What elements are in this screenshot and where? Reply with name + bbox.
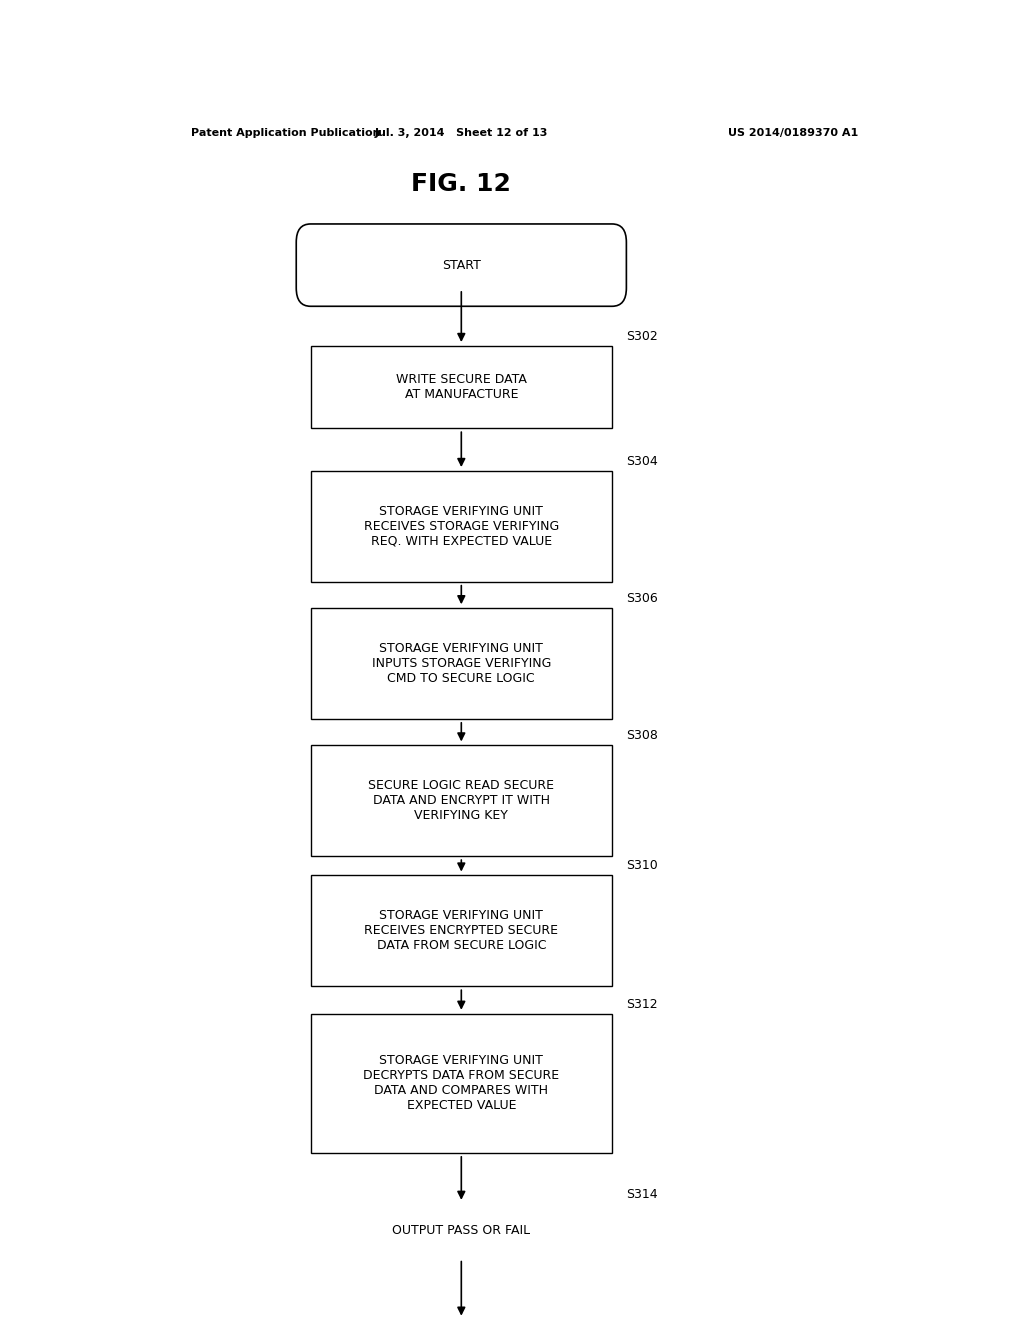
Text: STORAGE VERIFYING UNIT
INPUTS STORAGE VERIFYING
CMD TO SECURE LOGIC: STORAGE VERIFYING UNIT INPUTS STORAGE VE…: [372, 642, 551, 685]
FancyBboxPatch shape: [296, 224, 627, 306]
FancyBboxPatch shape: [310, 471, 612, 582]
Text: START: START: [442, 259, 480, 272]
FancyBboxPatch shape: [310, 1204, 612, 1258]
FancyBboxPatch shape: [310, 346, 612, 428]
FancyBboxPatch shape: [310, 609, 612, 719]
Text: STORAGE VERIFYING UNIT
RECEIVES ENCRYPTED SECURE
DATA FROM SECURE LOGIC: STORAGE VERIFYING UNIT RECEIVES ENCRYPTE…: [365, 909, 558, 952]
Text: SECURE LOGIC READ SECURE
DATA AND ENCRYPT IT WITH
VERIFYING KEY: SECURE LOGIC READ SECURE DATA AND ENCRYP…: [369, 779, 554, 822]
Text: STORAGE VERIFYING UNIT
DECRYPTS DATA FROM SECURE
DATA AND COMPARES WITH
EXPECTED: STORAGE VERIFYING UNIT DECRYPTS DATA FRO…: [364, 1055, 559, 1113]
FancyBboxPatch shape: [310, 875, 612, 986]
Text: Jul. 3, 2014   Sheet 12 of 13: Jul. 3, 2014 Sheet 12 of 13: [375, 128, 548, 139]
Text: S302: S302: [627, 330, 658, 343]
FancyBboxPatch shape: [310, 1014, 612, 1152]
Text: S308: S308: [627, 730, 658, 742]
FancyBboxPatch shape: [310, 746, 612, 857]
Text: S314: S314: [627, 1188, 658, 1201]
Text: WRITE SECURE DATA
AT MANUFACTURE: WRITE SECURE DATA AT MANUFACTURE: [396, 374, 526, 401]
Text: FIG. 12: FIG. 12: [412, 172, 511, 195]
Text: OUTPUT PASS OR FAIL: OUTPUT PASS OR FAIL: [392, 1224, 530, 1237]
Text: Patent Application Publication: Patent Application Publication: [191, 128, 381, 139]
FancyBboxPatch shape: [296, 1302, 627, 1320]
Text: STORAGE VERIFYING UNIT
RECEIVES STORAGE VERIFYING
REQ. WITH EXPECTED VALUE: STORAGE VERIFYING UNIT RECEIVES STORAGE …: [364, 504, 559, 548]
Text: S312: S312: [627, 998, 658, 1011]
Text: S310: S310: [627, 859, 658, 873]
Text: US 2014/0189370 A1: US 2014/0189370 A1: [728, 128, 858, 139]
Text: S304: S304: [627, 455, 658, 467]
Text: S306: S306: [627, 593, 658, 605]
